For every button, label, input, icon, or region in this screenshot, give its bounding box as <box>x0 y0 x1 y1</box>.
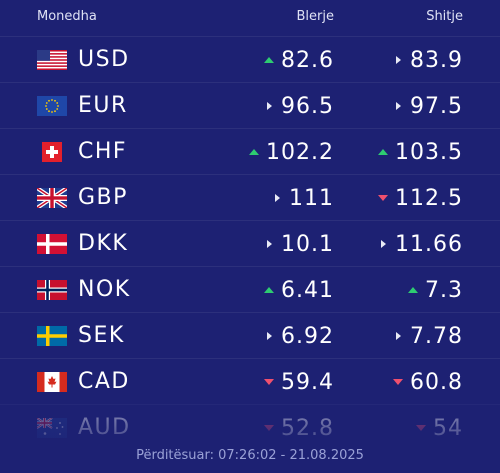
sell-cell: 97.5 <box>393 83 463 129</box>
flag-icon <box>37 280 67 300</box>
trend-up <box>264 287 275 293</box>
sell-rate: 97.5 <box>410 93 463 119</box>
buy-cell: 10.1 <box>264 221 334 267</box>
buy-cell: 111 <box>272 175 334 221</box>
trend-up <box>378 149 389 155</box>
flag-icon <box>37 234 67 254</box>
trend-down <box>264 379 275 385</box>
currency-code: EUR <box>78 93 128 118</box>
header-currency: Monedha <box>37 9 97 24</box>
currency-code: USD <box>78 47 130 72</box>
buy-cell: 102.2 <box>249 129 334 175</box>
currency-code: CAD <box>78 369 130 394</box>
trend-flat <box>267 332 273 340</box>
sell-rate: 11.66 <box>395 231 463 257</box>
trend-down <box>393 379 404 385</box>
currency-code: CHF <box>78 139 128 164</box>
rate-row: NOK 6.41 7.3 <box>0 266 500 313</box>
trend-flat <box>275 194 280 202</box>
rate-row: USD 82.6 83.9 <box>0 36 500 83</box>
flag-icon <box>37 372 67 392</box>
sell-rate: 103.5 <box>395 139 463 165</box>
flag-icon <box>37 326 67 346</box>
buy-rate: 111 <box>289 185 334 211</box>
currency-code: DKK <box>78 231 129 256</box>
trend-flat <box>381 240 387 248</box>
rate-row: SEK 6.92 7.78 <box>0 312 500 359</box>
sell-rate: 60.8 <box>410 369 463 395</box>
flag-icon <box>37 96 67 116</box>
sell-cell: 11.66 <box>378 221 463 267</box>
trend-up <box>249 149 260 155</box>
trend-flat <box>267 240 273 248</box>
sell-cell: 7.78 <box>393 313 463 359</box>
rate-row: CHF 102.2 103.5 <box>0 128 500 175</box>
trend-flat <box>396 332 402 340</box>
buy-rate: 102.2 <box>266 139 334 165</box>
rate-row: EUR 96.5 97.5 <box>0 82 500 129</box>
buy-rate: 6.41 <box>281 277 334 303</box>
buy-cell: 59.4 <box>264 359 334 405</box>
sell-cell: 7.3 <box>408 267 463 313</box>
buy-rate: 96.5 <box>281 93 334 119</box>
buy-rate: 59.4 <box>281 369 334 395</box>
sell-rate: 7.78 <box>410 323 463 349</box>
sell-cell: 60.8 <box>393 359 463 405</box>
buy-rate: 82.6 <box>281 47 334 73</box>
updated-time: Përditësuar: 07:26:02 - 21.08.2025 <box>136 448 364 463</box>
trend-flat <box>396 102 402 110</box>
currency-code: SEK <box>78 323 125 348</box>
trend-up <box>408 287 418 293</box>
buy-rate: 6.92 <box>281 323 334 349</box>
flag-icon <box>37 50 67 70</box>
buy-cell: 6.92 <box>264 313 334 359</box>
sell-cell: 83.9 <box>393 37 463 83</box>
trend-down <box>378 195 389 201</box>
trend-flat <box>396 56 402 64</box>
sell-cell: 112.5 <box>378 175 463 221</box>
sell-rate: 112.5 <box>395 185 463 211</box>
buy-cell: 6.41 <box>264 267 334 313</box>
currency-code: GBP <box>78 185 128 210</box>
trend-up <box>264 57 275 63</box>
rate-row: GBP 111 112.5 <box>0 174 500 221</box>
currency-code: NOK <box>78 277 131 302</box>
buy-rate: 10.1 <box>281 231 334 257</box>
fade-overlay <box>0 400 500 473</box>
buy-cell: 96.5 <box>264 83 334 129</box>
sell-rate: 83.9 <box>410 47 463 73</box>
sell-cell: 103.5 <box>378 129 463 175</box>
flag-icon <box>37 188 67 208</box>
sell-rate: 7.3 <box>425 277 463 303</box>
rate-row: CAD 59.4 60.8 <box>0 358 500 405</box>
buy-cell: 82.6 <box>264 37 334 83</box>
trend-flat <box>267 102 273 110</box>
header-sell: Shitje <box>426 9 463 24</box>
flag-icon <box>42 142 62 162</box>
rate-row: DKK 10.1 11.66 <box>0 220 500 267</box>
header-buy: Blerje <box>296 9 334 24</box>
